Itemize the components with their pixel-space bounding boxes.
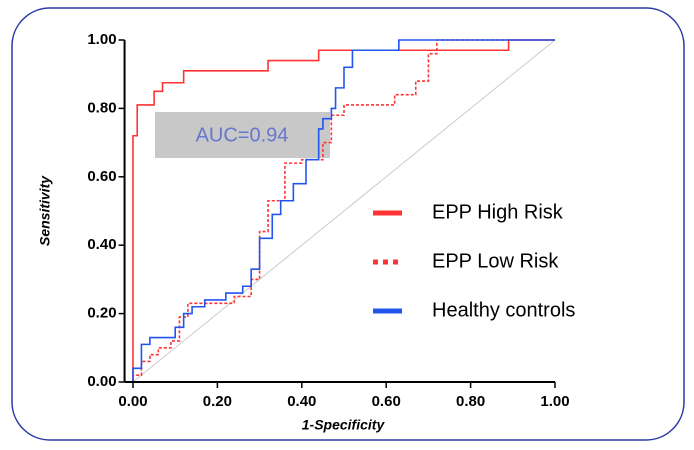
x-tick-label: 0.40 xyxy=(287,393,316,410)
y-tick-label: 0.80 xyxy=(87,99,116,116)
y-tick-label: 0.60 xyxy=(87,168,116,185)
roc-curve xyxy=(132,39,555,382)
legend-label: EPP Low Risk xyxy=(432,250,559,272)
y-tick-label: 0.40 xyxy=(87,236,116,253)
legend-label: EPP High Risk xyxy=(432,201,564,223)
y-tick-label: 1.00 xyxy=(87,31,116,48)
y-tick-label: 0.20 xyxy=(87,305,116,322)
x-tick-label: 0.80 xyxy=(456,393,485,410)
roc-curve xyxy=(132,39,555,382)
x-tick-label: 0.00 xyxy=(118,393,147,410)
annotation-box xyxy=(155,112,330,158)
y-axis-label: Sensitivity xyxy=(37,175,53,246)
legend-label: Healthy controls xyxy=(432,299,575,321)
annotation: AUC=0.94 xyxy=(196,124,289,146)
x-tick-label: 1.00 xyxy=(540,393,569,410)
x-tick-label: 0.20 xyxy=(203,393,232,410)
x-tick-label: 0.60 xyxy=(372,393,401,410)
x-axis-label: 1-Specificity xyxy=(302,417,386,433)
y-tick-label: 0.00 xyxy=(87,373,116,390)
reference-line xyxy=(132,39,556,383)
